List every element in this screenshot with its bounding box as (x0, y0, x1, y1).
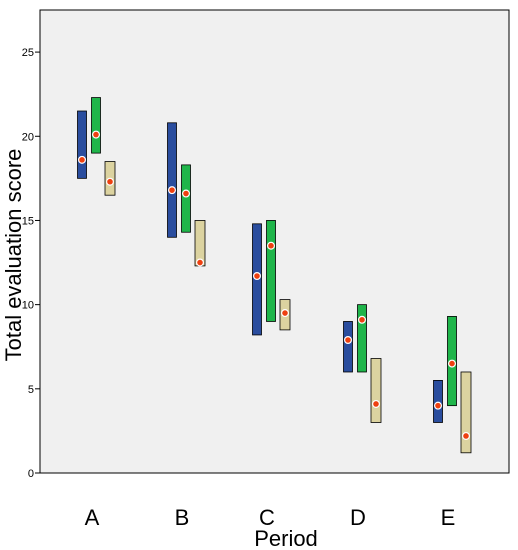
y-axis: 0 5 10 15 20 25 (22, 47, 40, 480)
marker-series1-B (168, 186, 177, 195)
bar-series2-B (181, 164, 191, 233)
y-axis-title: Total evaluation score (1, 149, 26, 362)
marker-series1-E (434, 401, 443, 410)
x-category-label-C: C (259, 505, 275, 530)
x-category-label-B: B (175, 505, 190, 530)
x-axis-title: Period (254, 526, 318, 550)
marker-series1-C (253, 272, 262, 281)
marker-series3-C (281, 309, 290, 318)
y-tick-label-15: 15 (22, 215, 34, 227)
y-tick-label-5: 5 (28, 384, 34, 396)
bar-series1-E (433, 379, 443, 423)
bar-series2-A (91, 97, 101, 154)
y-tick-label-20: 20 (22, 131, 34, 143)
marker-series3-D (372, 399, 381, 408)
marker-series3-E (462, 431, 471, 440)
y-tick-label-25: 25 (22, 47, 34, 59)
marker-series2-E (448, 359, 457, 368)
bar-series1-B (167, 122, 177, 238)
x-category-label-A: A (85, 505, 100, 530)
bar-series1-A (77, 110, 87, 179)
marker-series2-D (358, 315, 367, 324)
marker-series2-C (267, 241, 276, 250)
bar-series2-C (266, 220, 276, 322)
x-axis: A B C D E (85, 505, 456, 530)
y-tick-label-10: 10 (22, 300, 34, 312)
y-tick-label-0: 0 (28, 468, 34, 480)
marker-series1-D (344, 335, 353, 344)
marker-series2-A (91, 130, 100, 139)
marker-series3-A (105, 177, 114, 186)
bar-series3-D (370, 358, 382, 423)
x-category-label-D: D (350, 505, 366, 530)
x-category-label-E: E (441, 505, 456, 530)
bar-series1-D (343, 321, 353, 373)
bar-series2-D (357, 304, 367, 373)
marker-series2-B (182, 189, 191, 198)
bars (77, 97, 472, 454)
marker-series1-A (77, 155, 86, 164)
marker-series3-B (196, 258, 205, 267)
bar-series3-E (460, 371, 472, 454)
